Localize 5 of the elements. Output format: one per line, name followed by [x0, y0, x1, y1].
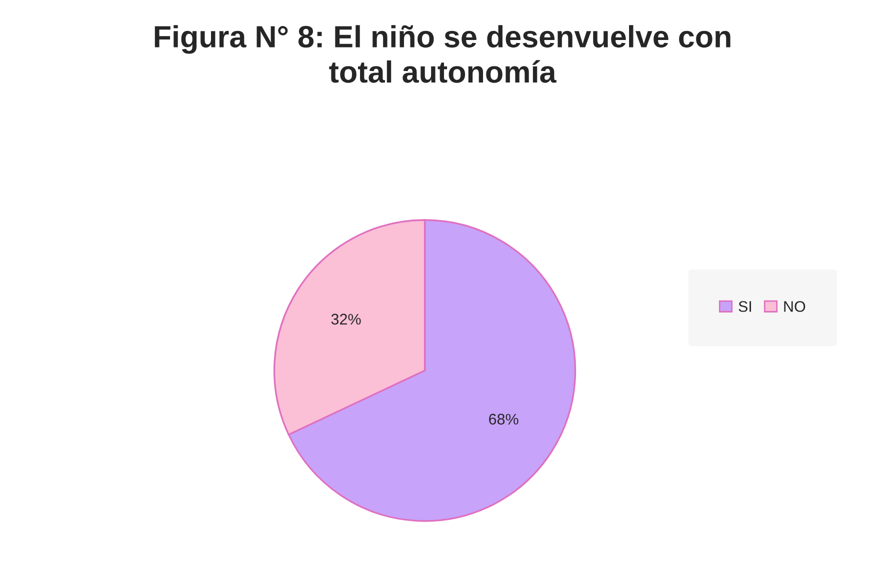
legend-label: NO: [784, 301, 806, 312]
legend-label: SI: [738, 301, 752, 312]
data-label: 68%: [489, 414, 518, 425]
data-label: 32%: [331, 314, 361, 325]
chart-title: Figura N° 8: El niño se desenvuelve con total autonomía: [154, 25, 730, 83]
